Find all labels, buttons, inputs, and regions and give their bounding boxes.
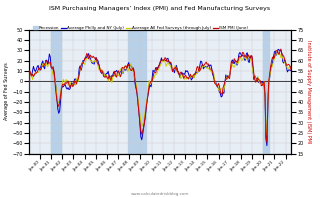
Bar bbox=[128, 30, 146, 154]
Y-axis label: Institute of Supply Management (ISM) PMI: Institute of Supply Management (ISM) PMI bbox=[307, 40, 311, 143]
Legend: Recession, Average Philly and NY (July), Average All Fed Surveys (through July),: Recession, Average Philly and NY (July),… bbox=[31, 25, 250, 32]
Text: ISM Purchasing Managers’ Index (PMI) and Fed Manufacturing Surveys: ISM Purchasing Managers’ Index (PMI) and… bbox=[49, 6, 271, 11]
Y-axis label: Average of Fed Surveys: Average of Fed Surveys bbox=[4, 63, 9, 121]
Text: www.calculatedriskblog.com: www.calculatedriskblog.com bbox=[131, 192, 189, 196]
Bar bbox=[263, 30, 269, 154]
Bar bbox=[51, 30, 61, 154]
